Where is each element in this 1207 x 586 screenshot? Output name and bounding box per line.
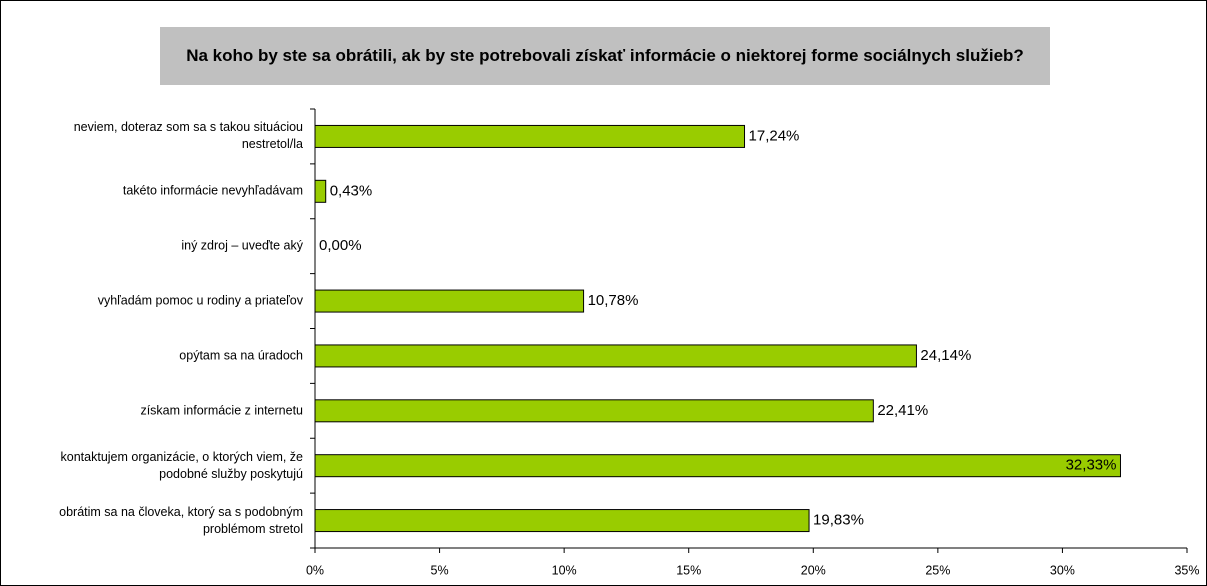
chart-title: Na koho by ste sa obrátili, ak by ste po… <box>160 27 1050 85</box>
x-tick-label: 5% <box>431 563 449 577</box>
y-tick-label: kontaktujem organizácie, o ktorých viem,… <box>60 449 303 481</box>
y-tick-label: vyhľadám pomoc u rodiny a priateľov <box>97 293 303 308</box>
bar <box>314 344 917 368</box>
value-label: 22,41% <box>877 402 928 419</box>
x-tick-label: 15% <box>676 563 701 577</box>
value-label: 0,00% <box>319 237 362 254</box>
bar <box>314 399 874 423</box>
value-label: 10,78% <box>588 292 639 309</box>
y-tick-label: získam informácie z internetu <box>140 403 303 418</box>
x-tick-label: 10% <box>552 563 577 577</box>
y-tick-label: neviem, doteraz som sa s takou situáciou… <box>73 120 303 152</box>
x-tick-label: 20% <box>801 563 826 577</box>
x-tick-label: 35% <box>1174 563 1199 577</box>
value-label: 0,43% <box>330 182 373 199</box>
x-tick-label: 30% <box>1050 563 1075 577</box>
bar <box>314 124 746 148</box>
bar <box>314 179 327 203</box>
bar <box>314 509 810 533</box>
y-tick-label: takéto informácie nevyhľadávam <box>122 183 303 198</box>
x-tick-label: 0% <box>306 563 324 577</box>
value-label: 24,14% <box>920 347 971 364</box>
y-tick-label: obrátim sa na človeka, ktorý sa s podobn… <box>59 504 303 536</box>
bar <box>314 454 1121 478</box>
bar <box>314 289 585 313</box>
value-label: 19,83% <box>813 512 864 529</box>
x-tick-label: 25% <box>925 563 950 577</box>
value-label: 17,24% <box>749 127 800 144</box>
value-label: 32,33% <box>1066 457 1117 474</box>
y-tick-label: iný zdroj – uveďte aký <box>181 238 303 253</box>
y-tick-label: opýtam sa na úradoch <box>179 348 303 363</box>
